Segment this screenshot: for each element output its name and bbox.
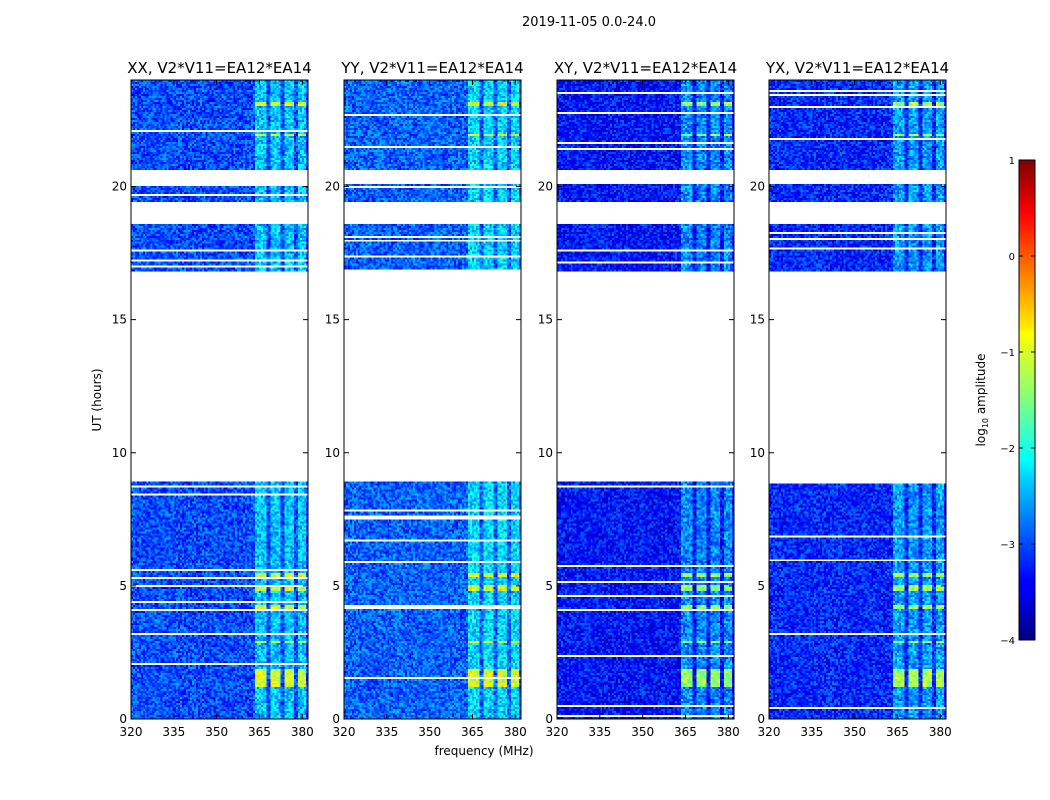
y-tick-label: 5 [757, 579, 765, 593]
y-tick-label: 20 [325, 180, 340, 194]
x-tick-label: 320 [546, 725, 569, 739]
panel-1: XX, V2*V11=EA12*EA14 320 335 350 365 380 0 5 10 1… [112, 59, 314, 739]
x-tick-label: 335 [800, 725, 823, 739]
y-tick-label: 5 [332, 579, 340, 593]
x-tick-label: 335 [375, 725, 398, 739]
y-tick-label: 0 [332, 712, 340, 726]
y-tick-label: 0 [545, 712, 553, 726]
x-tick-label: 320 [758, 725, 781, 739]
colorbar-tick-label: 1 [1009, 156, 1015, 167]
colorbar-tick-label: −1 [1000, 348, 1015, 359]
panel-2: YY, V2*V11=EA12*EA14 320 335 350 365 380 0 5 10 1… [325, 59, 527, 739]
plot-frame [768, 79, 947, 720]
x-tick-label: 365 [248, 725, 271, 739]
y-tick-label: 20 [112, 180, 127, 194]
panel-4: YX, V2*V11=EA12*EA14 320 335 350 365 380 0 5 10 1… [750, 59, 952, 739]
colorbar-gradient [1018, 159, 1036, 641]
colorbar-label: log10 amplitude [974, 354, 990, 447]
y-tick-label: 10 [538, 446, 553, 460]
plot-frame [130, 79, 309, 720]
heatmap-image [344, 80, 521, 719]
x-tick-label: 320 [333, 725, 356, 739]
x-tick-label: 380 [929, 725, 952, 739]
heatmap-image [131, 80, 308, 719]
panel-title: YY, V2*V11=EA12*EA14 [340, 59, 523, 77]
colorbar-tick-label: 0 [1009, 252, 1015, 263]
y-axis-label: UT (hours) [90, 368, 104, 431]
y-tick-label: 0 [119, 712, 127, 726]
x-tick-label: 350 [631, 725, 654, 739]
plot-frame [343, 79, 522, 720]
y-tick-label: 0 [757, 712, 765, 726]
x-axis-label: frequency (MHz) [434, 744, 533, 758]
panel-title: YX, V2*V11=EA12*EA14 [765, 59, 949, 77]
panel-title: XX, V2*V11=EA12*EA14 [127, 59, 311, 77]
x-tick-label: 380 [291, 725, 314, 739]
x-tick-label: 380 [504, 725, 527, 739]
plot-frame [556, 79, 735, 720]
y-tick-label: 10 [325, 446, 340, 460]
x-tick-label: 335 [162, 725, 185, 739]
y-tick-label: 10 [750, 446, 765, 460]
colorbar: 1 0 −1 −2 −3 −4 log10 amplitude [974, 156, 1036, 647]
y-tick-label: 10 [112, 446, 127, 460]
y-tick-label: 15 [112, 313, 127, 327]
panels: XX, V2*V11=EA12*EA14 320 335 350 365 380 0 5 10 1… [112, 59, 952, 739]
colorbar-tick-label: −3 [1000, 540, 1015, 551]
panel-title: XY, V2*V11=EA12*EA14 [554, 59, 737, 77]
heatmap-image [769, 80, 946, 719]
y-tick-label: 20 [750, 180, 765, 194]
x-tick-label: 350 [843, 725, 866, 739]
x-tick-label: 350 [205, 725, 228, 739]
y-tick-label: 15 [750, 313, 765, 327]
colorbar-tick-label: −2 [1000, 444, 1015, 455]
colorbar-ticks: 1 0 −1 −2 −3 −4 [1000, 156, 1035, 647]
x-tick-label: 350 [418, 725, 441, 739]
y-tick-label: 5 [119, 579, 127, 593]
x-tick-label: 335 [588, 725, 611, 739]
y-tick-label: 15 [538, 313, 553, 327]
y-tick-label: 5 [545, 579, 553, 593]
x-tick-label: 380 [717, 725, 740, 739]
x-tick-label: 365 [674, 725, 697, 739]
heatmap-image [557, 80, 734, 719]
x-tick-label: 365 [461, 725, 484, 739]
y-tick-label: 20 [538, 180, 553, 194]
colorbar-tick-label: −4 [1000, 636, 1015, 647]
y-tick-label: 15 [325, 313, 340, 327]
figure-title: 2019-11-05 0.0-24.0 [522, 15, 656, 30]
x-tick-label: 320 [120, 725, 143, 739]
x-tick-label: 365 [886, 725, 909, 739]
panel-3: XY, V2*V11=EA12*EA14 320 335 350 365 380 0 5 10 1… [538, 59, 740, 739]
